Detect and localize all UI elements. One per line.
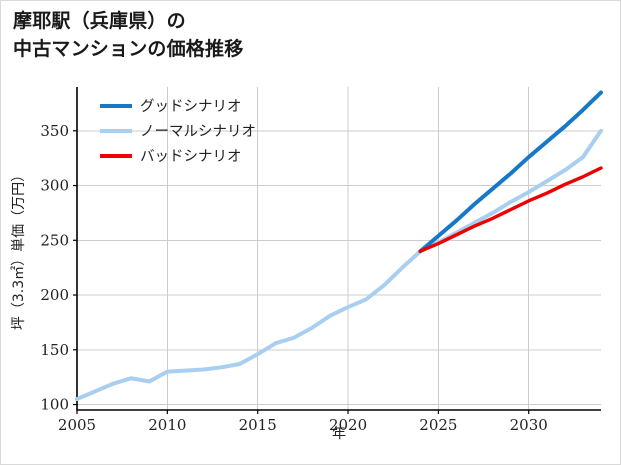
x-tick-label: 2005: [58, 416, 96, 434]
x-tick-label: 2020: [329, 416, 367, 434]
y-tick-label: 100: [40, 396, 69, 414]
y-tick-label: 150: [40, 341, 69, 359]
series-line-グッドシナリオ: [418, 90, 603, 254]
y-tick-label: 250: [40, 231, 69, 249]
series-line-バッドシナリオ: [418, 166, 603, 253]
y-tick-label: 200: [40, 286, 69, 304]
legend-label-グッドシナリオ: グッドシナリオ: [140, 98, 242, 115]
series-group: [75, 90, 603, 402]
x-tick-label: 2015: [239, 416, 277, 434]
y-axis-title: 坪（3.3㎡）単価（万円）: [11, 168, 27, 330]
x-tick-label: 2030: [510, 416, 548, 434]
chart-title-line-2: 中古マンションの価格推移: [13, 38, 244, 60]
x-tick-label: 2010: [148, 416, 186, 434]
chart-title: 摩耶駅（兵庫県）の 中古マンションの価格推移: [13, 7, 573, 63]
y-tick-label: 300: [40, 177, 69, 195]
legend-label-バッドシナリオ: バッドシナリオ: [140, 149, 242, 165]
x-tick-label: 2025: [419, 416, 457, 434]
chart-title-line-1: 摩耶駅（兵庫県）の: [13, 10, 186, 32]
y-tick-label: 350: [40, 122, 69, 140]
tick-marks-group: [73, 130, 530, 414]
series-line-ノーマルシナリオ: [75, 128, 603, 402]
y-tick-labels-group: 100 150 200 250 300 350: [40, 122, 69, 414]
legend-label-ノーマルシナリオ: ノーマルシナリオ: [140, 124, 256, 140]
x-axis-title: 年: [332, 426, 346, 442]
x-tick-labels-group: 2005 2010 2015 2020 2025 2030: [58, 416, 548, 434]
